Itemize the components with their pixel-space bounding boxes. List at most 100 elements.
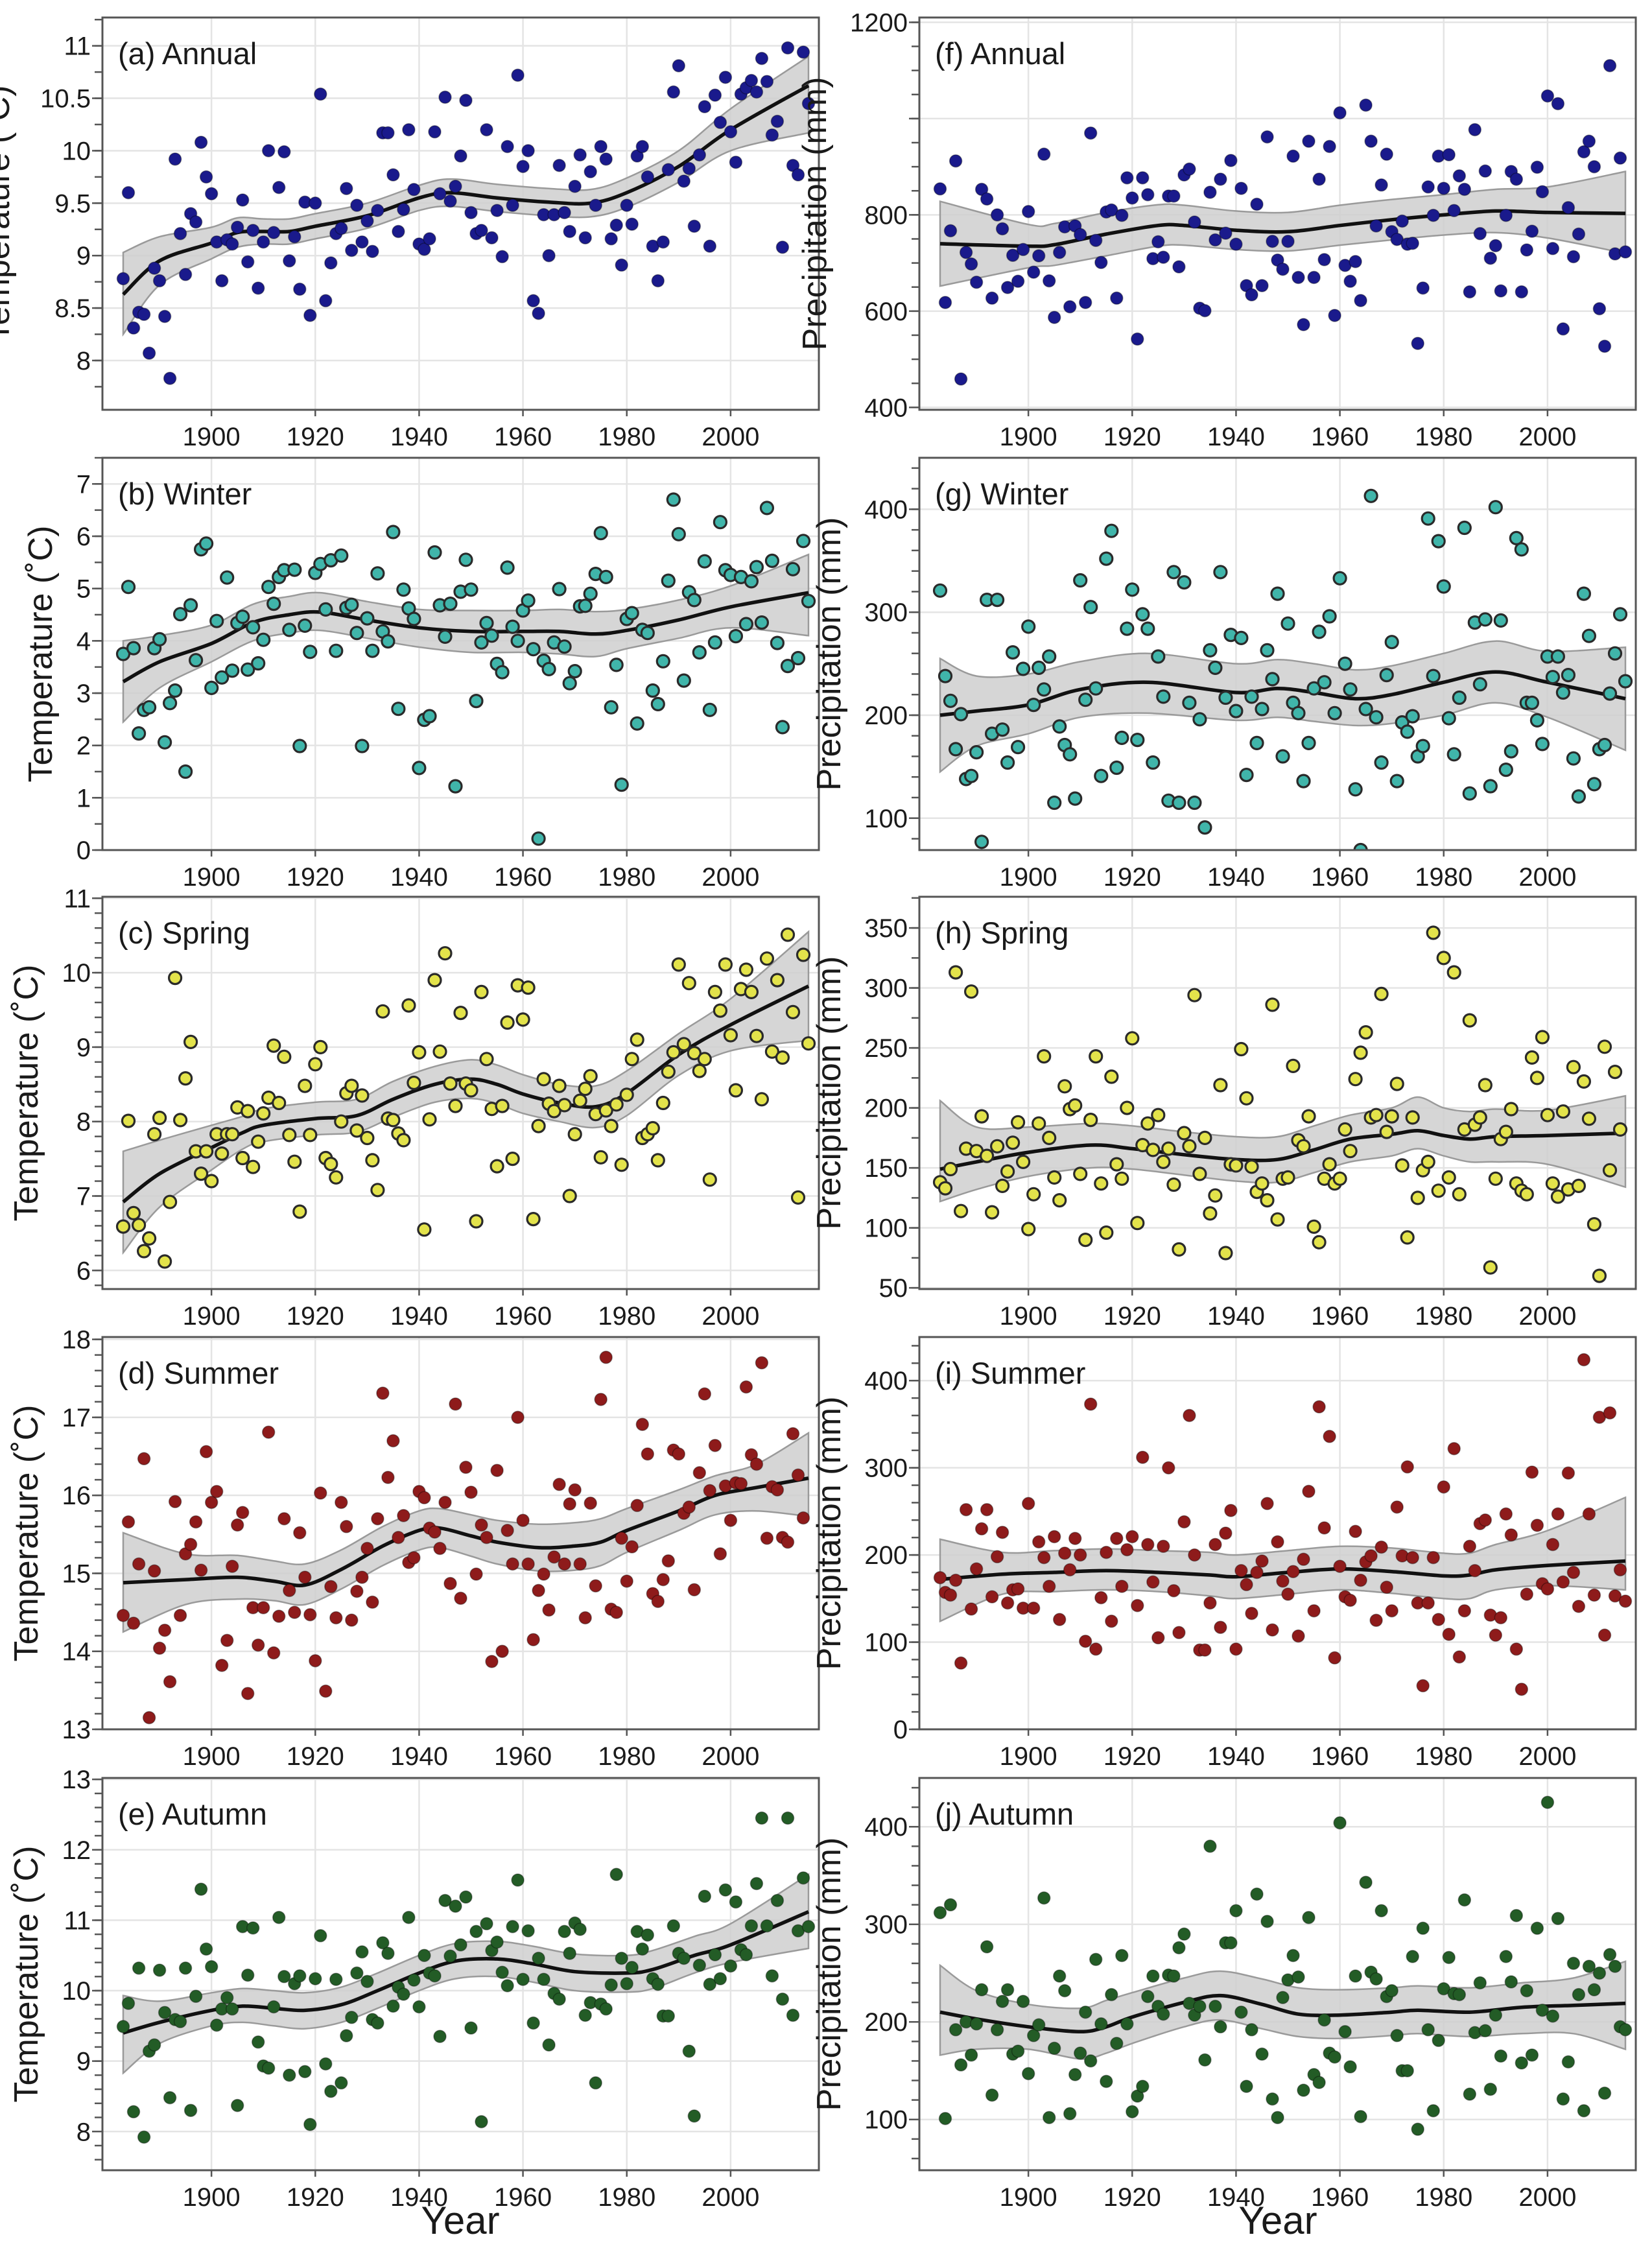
data-point xyxy=(1524,1050,1539,1065)
data-point xyxy=(1556,322,1570,336)
trend-line xyxy=(123,1910,810,2035)
data-point xyxy=(1478,1513,1493,1527)
data-point xyxy=(765,1969,779,1983)
data-point xyxy=(1265,997,1280,1012)
data-point xyxy=(949,154,963,168)
data-point xyxy=(1436,951,1451,965)
data-point xyxy=(469,1924,483,1939)
data-point xyxy=(256,1601,270,1615)
data-point xyxy=(775,241,790,254)
data-point xyxy=(283,2068,296,2082)
data-point xyxy=(1442,148,1456,161)
data-point xyxy=(340,2029,353,2043)
data-point xyxy=(933,1906,947,1919)
data-point xyxy=(729,1895,743,1909)
data-point xyxy=(1032,2018,1046,2032)
data-point xyxy=(1130,732,1145,748)
data-point xyxy=(552,1992,566,2006)
data-point xyxy=(365,643,380,658)
data-point xyxy=(298,618,313,634)
data-point xyxy=(225,1127,240,1142)
data-point xyxy=(995,722,1010,737)
data-point xyxy=(677,174,691,188)
data-point xyxy=(687,593,702,608)
data-point xyxy=(1286,1948,1300,1963)
data-point xyxy=(495,1644,509,1658)
data-point xyxy=(1587,1588,1601,1602)
data-point xyxy=(1192,712,1207,727)
y-tick-label: 10 xyxy=(62,1977,91,2006)
data-point xyxy=(1026,697,1041,713)
y-tick-label: 10 xyxy=(62,137,91,165)
data-point xyxy=(1577,2103,1591,2118)
data-point xyxy=(682,1500,696,1514)
plot-area xyxy=(919,1778,1636,2170)
data-point xyxy=(1462,1013,1477,1028)
data-point xyxy=(1037,682,1052,697)
y-tick-label: 7 xyxy=(77,1182,91,1211)
data-point xyxy=(386,1434,400,1448)
data-point xyxy=(173,1113,188,1128)
data-point xyxy=(1010,740,1026,755)
y-tick-label: 200 xyxy=(864,2008,908,2037)
data-point xyxy=(443,596,458,611)
data-point xyxy=(1078,2005,1092,2019)
data-point xyxy=(225,237,239,251)
data-point xyxy=(1266,1623,1279,1637)
data-point xyxy=(1478,164,1493,178)
data-point xyxy=(796,534,811,549)
data-point xyxy=(256,235,270,249)
data-point xyxy=(677,1951,691,1965)
data-point xyxy=(1255,1176,1269,1191)
data-point xyxy=(1047,795,1062,811)
data-point xyxy=(1291,705,1306,720)
data-point xyxy=(985,1590,999,1604)
data-point xyxy=(340,1520,353,1534)
data-point xyxy=(381,126,395,140)
data-point xyxy=(152,1110,167,1126)
data-point xyxy=(235,610,250,624)
data-point xyxy=(1483,251,1498,265)
data-point xyxy=(1369,710,1384,725)
data-point xyxy=(933,182,947,196)
data-point xyxy=(1000,281,1015,294)
data-point xyxy=(303,309,317,322)
data-point xyxy=(1011,1582,1025,1596)
data-point xyxy=(1224,1504,1238,1517)
data-point xyxy=(724,1513,738,1527)
data-point xyxy=(1416,1921,1430,1936)
plot-content xyxy=(933,1353,1633,1696)
data-point xyxy=(1141,187,1155,202)
y-tick-label: 350 xyxy=(864,914,908,943)
y-tick-label: 250 xyxy=(864,1034,908,1063)
plot-frame xyxy=(918,1336,1637,1731)
data-point xyxy=(1540,1795,1555,1809)
plot-frame xyxy=(918,895,1637,1290)
data-point xyxy=(1504,1102,1518,1117)
y-tick-label: 200 xyxy=(864,1541,908,1570)
data-point xyxy=(1296,774,1311,788)
data-point xyxy=(1244,1159,1259,1174)
trend-line xyxy=(939,1129,1626,1171)
x-tick-label: 1920 xyxy=(287,1302,344,1331)
data-point xyxy=(428,125,442,139)
data-point xyxy=(1421,1154,1435,1170)
data-point xyxy=(1052,1969,1067,1983)
data-point xyxy=(672,59,686,73)
data-point xyxy=(173,1609,187,1622)
data-point xyxy=(1385,1984,1398,1998)
y-axis-title: Precipitation (mm) xyxy=(810,517,848,791)
data-point xyxy=(1323,139,1336,154)
data-point xyxy=(1292,1629,1305,1643)
data-point xyxy=(1213,1078,1228,1093)
data-point xyxy=(443,1576,457,1591)
data-point xyxy=(485,231,499,244)
x-tick-label: 2000 xyxy=(1518,423,1576,451)
data-point xyxy=(1395,1158,1410,1173)
data-point xyxy=(1146,755,1161,770)
data-point xyxy=(407,1973,421,1987)
x-tick-label: 1920 xyxy=(1103,423,1161,451)
data-point xyxy=(801,1919,816,1934)
data-point xyxy=(728,628,744,644)
data-point xyxy=(1037,1891,1051,1905)
